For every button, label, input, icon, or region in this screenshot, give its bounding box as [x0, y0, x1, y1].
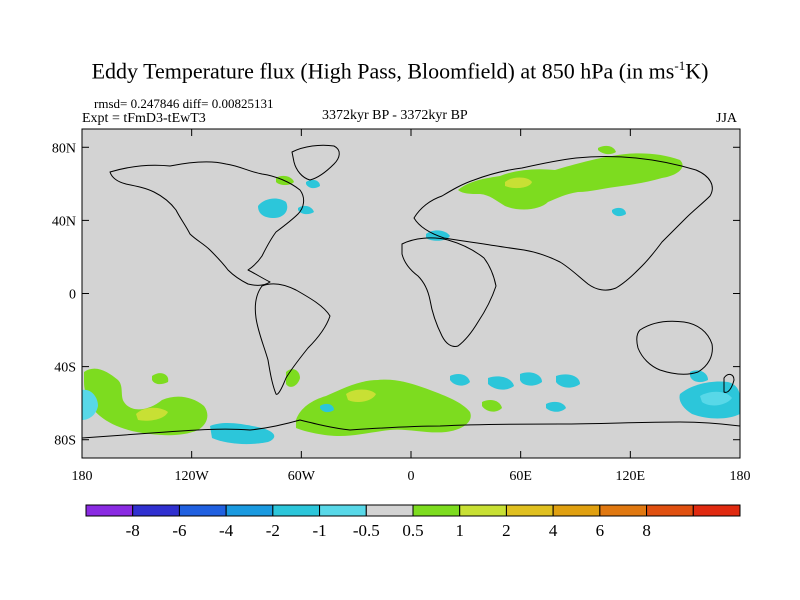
stats-label: rmsd= 0.247846 diff= 0.00825131: [94, 96, 274, 111]
colorbar-label: 8: [642, 521, 651, 540]
colorbar-label: -1: [312, 521, 326, 540]
anomaly-lightcyan-tasman: [700, 391, 732, 406]
colorbar-swatch: [459, 504, 507, 517]
anomaly-green-south-atlantic: [296, 379, 471, 436]
lon-tick-label: 60E: [509, 469, 532, 484]
season-label: JJA: [716, 111, 738, 126]
lon-tick-label: 0: [408, 469, 415, 484]
coast-greenland: [291, 144, 340, 181]
colorbar-label: -2: [266, 521, 280, 540]
title-text: Eddy Temperature flux (High Pass, Bloomf…: [91, 58, 675, 84]
colorbar-label: 2: [502, 521, 511, 540]
anomaly-cyan-pacific-south: [320, 403, 334, 413]
colorbar-swatch: [85, 504, 134, 517]
lon-tick-label: 180: [730, 469, 751, 484]
coast-africa: [401, 237, 497, 347]
anomaly-green-scandinavia: [598, 145, 616, 155]
anomaly-yellow-south-pacific: [136, 407, 168, 421]
anomaly-green-south-pacific-2: [152, 373, 169, 385]
colorbar-swatch: [365, 504, 414, 517]
period-label: 3372kyr BP - 3372kyr BP: [322, 108, 468, 123]
anomaly-cyan-far-west: [82, 389, 98, 420]
colorbar-swatch: [646, 504, 694, 517]
coastlines: [82, 144, 740, 439]
coast-eurasia: [413, 156, 713, 291]
colorbar-label: 1: [455, 521, 464, 540]
anomaly-yellow-eurasia: [505, 177, 532, 189]
colorbar-swatch: [599, 504, 648, 517]
lat-tick-label: 40S: [54, 361, 76, 376]
colorbar-label: 0.5: [402, 521, 423, 540]
colorbar-swatch: [692, 504, 741, 517]
coast-new-zealand: [723, 373, 735, 393]
colorbar-swatch: [505, 504, 554, 517]
anomaly-cyan-indian-5: [546, 401, 566, 412]
title-superscript: -1: [674, 58, 686, 73]
coast-north-america: [109, 161, 305, 286]
colorbar-swatch: [225, 504, 274, 517]
title-end: K): [685, 58, 709, 84]
anomaly-cyan-caspian: [612, 207, 626, 217]
anomaly-green-eurasia: [458, 153, 683, 210]
anomaly-yellow-south-atlantic: [346, 389, 376, 402]
anomaly-cyan-pacific-n: [306, 179, 320, 189]
anomaly-cyan-indian-4: [556, 374, 580, 388]
chart-title: Eddy Temperature flux (High Pass, Bloomf…: [0, 58, 800, 84]
lon-axis: 180 120W 60W 0 60E 120E 180: [72, 129, 751, 484]
coast-south-america: [254, 283, 331, 395]
anomaly-cyan-indian-2: [488, 376, 514, 390]
colorbar-swatch: [178, 504, 227, 517]
lat-tick-label: 40N: [52, 214, 76, 229]
lat-tick-label: 80N: [52, 141, 76, 156]
colorbar-label: -0.5: [353, 521, 380, 540]
colorbar-swatch: [552, 504, 601, 517]
anomaly-green-indian: [482, 400, 502, 412]
lon-tick-label: 60W: [288, 469, 316, 484]
colorbar-label: -6: [172, 521, 186, 540]
lon-tick-label: 120W: [175, 469, 210, 484]
colorbar-swatch: [412, 504, 461, 517]
colorbar: -8 -6 -4 -2 -1 -0.5 0.5 1 2 4 6 8: [85, 504, 741, 540]
lat-tick-label: 0: [69, 288, 76, 303]
anomaly-cyan-amundsen: [210, 422, 275, 445]
lat-tick-label: 80S: [54, 434, 76, 449]
anomaly-green-patagonia: [286, 369, 300, 387]
coast-antarctica: [82, 419, 740, 439]
colorbar-label: -4: [219, 521, 234, 540]
lon-tick-label: 180: [72, 469, 93, 484]
expt-label: Expt = tFmD3-tEwT3: [82, 111, 206, 126]
colorbar-label: 6: [596, 521, 605, 540]
colorbar-label: -8: [126, 521, 140, 540]
colorbar-swatch: [319, 504, 367, 517]
anomaly-cyan-indian-3: [520, 372, 542, 386]
colorbar-label: 4: [549, 521, 558, 540]
anomaly-cyan-indian-1: [450, 374, 470, 386]
colorbar-swatch: [132, 504, 180, 517]
colorbar-swatch: [272, 504, 321, 517]
anomaly-cyan-greatlakes: [258, 198, 288, 218]
anomaly-green-south-pacific: [84, 368, 208, 436]
coast-australia: [636, 320, 713, 375]
lon-tick-label: 120E: [616, 469, 646, 484]
lat-axis: 80N 40N 0 40S 80S: [52, 141, 740, 449]
